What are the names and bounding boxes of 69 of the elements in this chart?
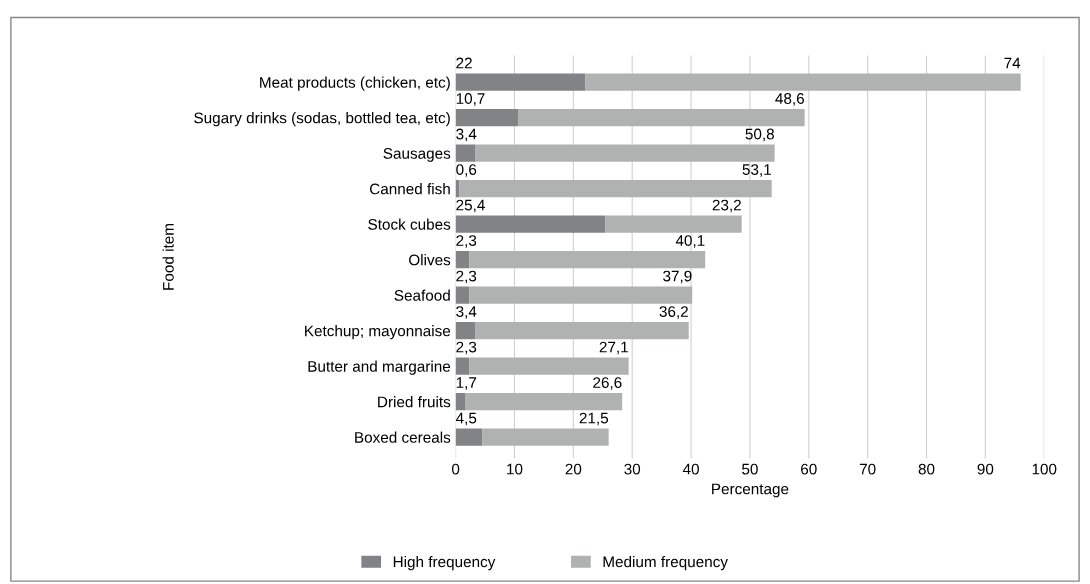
data-label: 48,6 [775, 93, 804, 106]
bar [455, 393, 466, 411]
data-label: 74 [1004, 57, 1021, 69]
data-label: 3,4 [456, 128, 477, 142]
data-label: 53,1 [742, 164, 771, 177]
data-label: 10,7 [456, 93, 485, 106]
data-label: 21,5 [579, 412, 609, 426]
data-label: 37,9 [663, 270, 692, 284]
x-tick-label: 100 [1032, 463, 1057, 475]
data-label: 2,3 [456, 235, 477, 248]
y-tick-label: Canned fish [370, 183, 450, 195]
y-tick-label: Boxed cereals [355, 431, 451, 443]
bar [605, 215, 742, 233]
data-label: 4,5 [455, 412, 477, 426]
bar [518, 109, 805, 127]
data-label: 26,6 [593, 377, 622, 390]
x-axis-title: Percentage [712, 483, 789, 498]
bar [455, 357, 470, 375]
bar [455, 215, 606, 233]
bar [455, 251, 470, 269]
x-tick-label: 90 [977, 463, 994, 475]
data-label: 23,2 [712, 199, 741, 213]
x-tick-label: 10 [507, 463, 523, 475]
bar [475, 144, 775, 162]
x-tick-label: 0 [451, 463, 460, 475]
x-tick-label: 80 [918, 463, 935, 475]
legend-label: Medium frequency [603, 556, 728, 571]
data-label: 22 [456, 57, 472, 69]
data-label: 50,8 [745, 128, 774, 142]
bar [459, 180, 772, 198]
data-label: 1,7 [456, 377, 477, 390]
data-label: 2,3 [456, 270, 477, 284]
y-tick-label: Meat products (chicken, etc) [260, 76, 450, 91]
data-label: 0,6 [456, 164, 477, 177]
bar [465, 393, 623, 411]
y-tick-label: Olives [409, 254, 451, 266]
x-tick-label: 20 [565, 463, 582, 475]
bar [585, 73, 1021, 91]
data-label: 27,1 [599, 341, 628, 355]
y-tick-label: Seafood [394, 289, 450, 301]
data-label: 40,1 [675, 235, 705, 248]
legend-label: High frequency [393, 556, 496, 571]
x-tick-label: 50 [742, 463, 758, 475]
data-label: 2,3 [456, 341, 477, 355]
y-tick-label: Sausages [383, 147, 451, 162]
y-tick-label: Ketchup; mayonnaise [305, 325, 451, 340]
bar [482, 428, 609, 446]
y-axis-title: Food item [162, 224, 174, 290]
y-tick-label: Stock cubes [368, 218, 451, 230]
bar [469, 251, 706, 269]
bar [455, 144, 476, 162]
bar [455, 73, 586, 91]
y-tick-label: Butter and margarine [308, 360, 451, 375]
x-tick-label: 40 [682, 463, 699, 475]
bar [469, 357, 629, 375]
data-label: 3,4 [456, 306, 477, 319]
y-tick-label: Sugary drinks (sodas, bottled tea, etc) [194, 112, 450, 127]
bar [469, 286, 693, 304]
bar [455, 286, 470, 304]
x-tick-label: 60 [801, 463, 817, 475]
y-tick-label: Dried fruits [378, 396, 451, 408]
data-label: 25,4 [456, 199, 485, 213]
bar [455, 428, 483, 446]
x-tick-label: 70 [859, 463, 876, 475]
x-tick-label: 30 [624, 463, 641, 475]
data-label: 36,2 [659, 306, 688, 319]
bar [475, 322, 689, 340]
bar [455, 109, 519, 127]
bar [455, 322, 476, 340]
